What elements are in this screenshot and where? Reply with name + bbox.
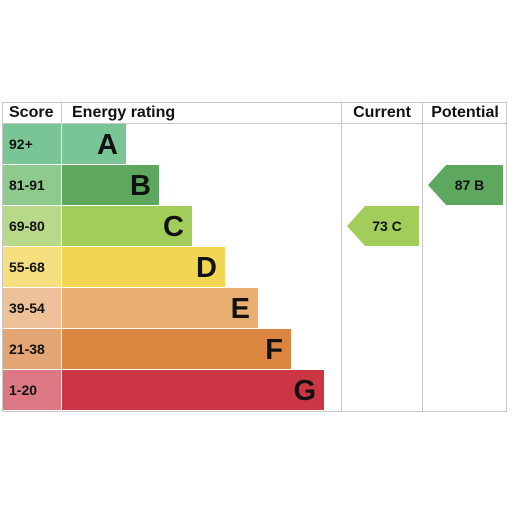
band-bar-a: A: [62, 124, 126, 164]
band-letter-f: F: [265, 334, 283, 366]
band-bar-b: B: [62, 165, 159, 205]
band-letter-g: G: [293, 375, 316, 407]
epc-chart: Score Energy rating Current Potential 92…: [2, 102, 507, 412]
score-cell-d: 55-68: [2, 247, 61, 287]
band-letter-e: E: [230, 293, 250, 325]
band-bar-d: D: [62, 247, 225, 287]
band-letter-a: A: [97, 129, 118, 161]
current-rating-arrow: 73 C: [347, 206, 419, 246]
potential-arrow-polygon: [428, 165, 503, 205]
band-bar-c: C: [62, 206, 192, 246]
header-potential: Potential: [431, 104, 499, 121]
current-arrow-polygon: [347, 206, 419, 246]
band-bar-g: G: [62, 370, 324, 410]
grid-left: [2, 102, 3, 412]
grid-potential-left: [422, 102, 423, 412]
header-current: Current: [353, 104, 411, 121]
band-letter-c: C: [163, 211, 184, 243]
grid-bottom: [2, 411, 507, 412]
current-rating-label: 73 C: [372, 218, 402, 234]
score-cell-a: 92+: [2, 124, 61, 164]
score-cell-e: 39-54: [2, 288, 61, 328]
band-letter-b: B: [130, 170, 151, 202]
grid-header-bottom: [2, 123, 507, 124]
grid-right: [506, 102, 507, 412]
potential-arrow-shape: [428, 165, 503, 205]
potential-rating-label: 87 B: [454, 177, 485, 193]
current-arrow-shape: [347, 206, 419, 246]
grid-top: [2, 102, 507, 103]
band-bar-e: E: [62, 288, 258, 328]
score-cell-b: 81-91: [2, 165, 61, 205]
score-cell-g: 1-20: [2, 370, 61, 410]
grid-current-left: [341, 102, 342, 412]
band-letter-d: D: [196, 252, 217, 284]
header-score: Score: [9, 104, 54, 121]
score-cell-f: 21-38: [2, 329, 61, 369]
potential-rating-arrow: 87 B: [428, 165, 503, 205]
header-energy-rating: Energy rating: [72, 104, 176, 121]
grid-score-divider: [61, 102, 62, 124]
score-cell-c: 69-80: [2, 206, 61, 246]
band-bar-f: F: [62, 329, 291, 369]
